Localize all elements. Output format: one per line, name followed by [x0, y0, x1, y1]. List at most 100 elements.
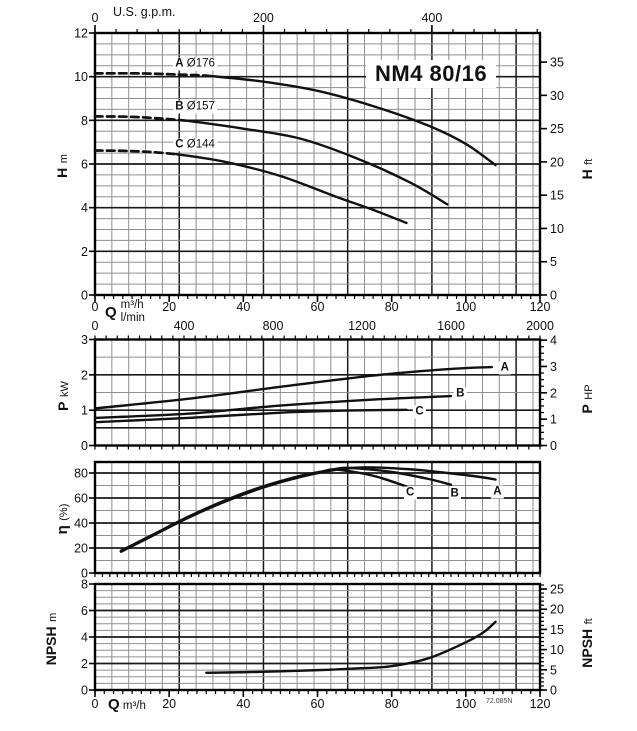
svg-text:40: 40 — [236, 697, 250, 711]
bottom-flow-symbol: Q — [108, 696, 120, 713]
efficiency-symbol: η — [54, 525, 71, 535]
svg-text:1200: 1200 — [348, 319, 376, 333]
efficiency-unit: (%) — [58, 503, 70, 521]
head-unit-ft: ft — [583, 158, 595, 165]
svg-text:0: 0 — [550, 289, 557, 303]
svg-text:0: 0 — [92, 319, 99, 333]
svg-text:0: 0 — [81, 567, 88, 581]
svg-text:0: 0 — [81, 684, 88, 698]
drawing-code: 72.085N — [486, 698, 513, 705]
svg-text:6: 6 — [81, 158, 88, 172]
chart-title: NM4 80/16 — [366, 60, 497, 88]
curve-label: A Ø176 — [173, 57, 217, 71]
svg-text:0: 0 — [550, 684, 557, 698]
svg-text:0: 0 — [92, 697, 99, 711]
bottom-flow-axis-label: Q m³/h — [108, 696, 146, 713]
head-unit-m: m — [58, 154, 70, 164]
svg-text:400: 400 — [174, 319, 195, 333]
svg-text:400: 400 — [421, 11, 442, 25]
svg-text:25: 25 — [550, 583, 564, 597]
flow-symbol: Q — [105, 303, 117, 321]
svg-text:3: 3 — [81, 333, 88, 347]
svg-text:1: 1 — [81, 404, 88, 418]
curve-label: B — [448, 487, 461, 501]
svg-text:6: 6 — [81, 604, 88, 618]
svg-text:20: 20 — [162, 697, 176, 711]
power-symbol: P — [55, 401, 71, 411]
head-symbol-right: H — [579, 169, 595, 180]
svg-text:10: 10 — [74, 70, 88, 84]
npsh-symbol: NPSH — [43, 626, 59, 666]
svg-text:2000: 2000 — [526, 319, 554, 333]
svg-text:120: 120 — [530, 697, 551, 711]
svg-text:2: 2 — [81, 245, 88, 259]
svg-text:2: 2 — [81, 657, 88, 671]
curve-label: B Ø157 — [173, 100, 217, 114]
curve-label: A — [498, 361, 511, 375]
curve-label: A — [491, 485, 504, 499]
svg-text:120: 120 — [530, 300, 551, 314]
svg-text:4: 4 — [81, 201, 88, 215]
svg-text:2: 2 — [81, 368, 88, 382]
efficiency-axis-title: η (%) — [54, 459, 72, 579]
svg-text:5: 5 — [550, 663, 557, 677]
curve-label: C Ø144 — [173, 138, 217, 152]
svg-text:20: 20 — [74, 542, 88, 556]
svg-text:60: 60 — [311, 300, 325, 314]
bottom-flow-unit: m³/h — [122, 700, 146, 712]
svg-text:40: 40 — [74, 517, 88, 531]
curve-label: C — [404, 486, 417, 500]
svg-text:200: 200 — [253, 11, 274, 25]
svg-text:100: 100 — [455, 697, 476, 711]
svg-text:80: 80 — [74, 467, 88, 481]
curve-label: C — [413, 405, 426, 419]
svg-text:20: 20 — [550, 155, 564, 169]
svg-text:80: 80 — [385, 697, 399, 711]
head-symbol: H — [54, 167, 70, 178]
npsh-unit-ft: ft — [583, 618, 595, 625]
svg-text:3: 3 — [550, 360, 557, 374]
svg-text:0: 0 — [92, 11, 99, 25]
svg-text:40: 40 — [236, 300, 250, 314]
flow-unit-m3h: m³/h — [120, 299, 144, 311]
power-unit-kw: kW — [59, 381, 71, 398]
svg-text:60: 60 — [311, 697, 325, 711]
svg-text:0: 0 — [81, 439, 88, 453]
head-left-axis-title: H m — [54, 106, 72, 226]
curve-label: B — [454, 387, 467, 401]
power-right-axis-title: P HP — [579, 339, 597, 459]
svg-text:15: 15 — [550, 623, 564, 637]
power-symbol-right: P — [579, 404, 595, 414]
power-left-axis-title: P kW — [55, 336, 73, 456]
svg-text:5: 5 — [550, 255, 557, 269]
svg-text:25: 25 — [550, 122, 564, 136]
svg-text:8: 8 — [81, 578, 88, 592]
svg-text:800: 800 — [263, 319, 284, 333]
head-right-axis-title: H ft — [579, 109, 597, 229]
svg-text:80: 80 — [385, 300, 399, 314]
svg-text:4: 4 — [81, 631, 88, 645]
svg-text:1600: 1600 — [437, 319, 465, 333]
svg-text:4: 4 — [550, 334, 557, 348]
svg-text:1: 1 — [550, 413, 557, 427]
svg-text:20: 20 — [550, 603, 564, 617]
npsh-right-axis-title: NPSH ft — [579, 583, 597, 703]
svg-text:35: 35 — [550, 56, 564, 70]
top-axis-unit-label: U.S. g.p.m. — [113, 5, 176, 19]
svg-text:0: 0 — [92, 300, 99, 314]
svg-text:0: 0 — [81, 289, 88, 303]
flow-unit-lmin: l/min — [120, 312, 145, 324]
svg-text:0: 0 — [550, 439, 557, 453]
npsh-symbol-right: NPSH — [579, 628, 595, 668]
svg-text:10: 10 — [550, 222, 564, 236]
svg-text:2: 2 — [550, 386, 557, 400]
svg-text:30: 30 — [550, 89, 564, 103]
svg-text:20: 20 — [162, 300, 176, 314]
svg-text:100: 100 — [455, 300, 476, 314]
svg-text:12: 12 — [74, 27, 88, 41]
svg-text:15: 15 — [550, 189, 564, 203]
npsh-unit-m: m — [47, 612, 59, 622]
svg-text:8: 8 — [81, 114, 88, 128]
